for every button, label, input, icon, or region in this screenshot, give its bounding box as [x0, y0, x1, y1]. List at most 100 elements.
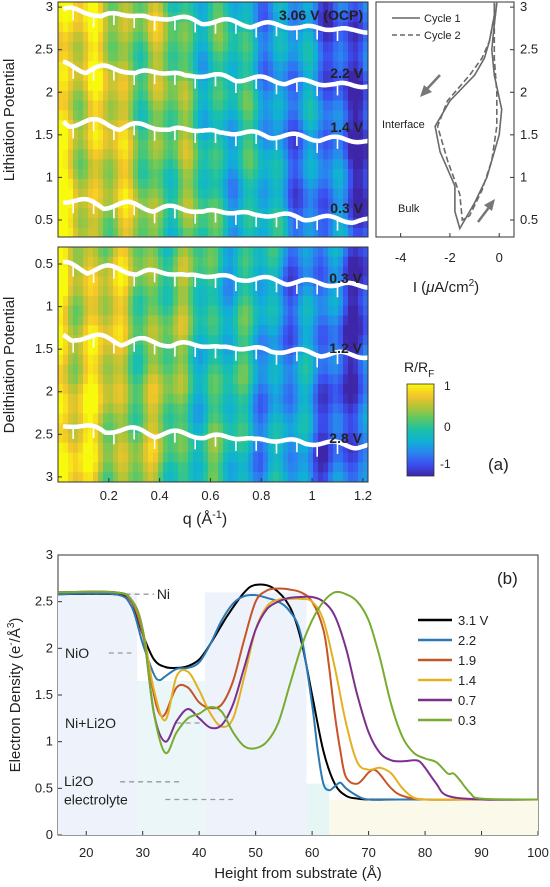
heatmap-cell [248, 423, 254, 434]
heatmap-cell [303, 315, 309, 326]
heatmap-cell [158, 168, 164, 179]
heatmap-cell [318, 188, 324, 199]
heatmap-cell [228, 139, 234, 150]
heatmap-cell [333, 188, 339, 199]
heatmap-cell [318, 325, 324, 336]
heatmap-cell [198, 119, 204, 130]
heatmap-cell [193, 178, 199, 189]
y-tick-label: 1.5 [35, 127, 53, 142]
heatmap-cell [328, 21, 334, 32]
heatmap-cell [148, 413, 154, 424]
heatmap-cell [198, 315, 204, 326]
heatmap-cell [353, 462, 359, 473]
heatmap-cell [203, 266, 209, 277]
heatmap-cell [208, 60, 214, 72]
heatmap-cell [113, 31, 119, 42]
heatmap-cell [328, 354, 334, 366]
heatmap-cell [283, 227, 289, 237]
x-tick-label: 40 [192, 845, 206, 860]
heatmap-cell [208, 266, 214, 277]
heatmap-cell [158, 384, 164, 395]
heatmap-cell [328, 50, 334, 62]
heatmap-cell [173, 139, 179, 150]
heatmap-cell [238, 188, 244, 199]
heatmap-cell [103, 21, 109, 32]
heatmap-cell [208, 452, 214, 464]
heatmap-cell [198, 344, 204, 356]
heatmap-cell [113, 207, 119, 219]
heatmap-cell [333, 315, 339, 326]
heatmap-cell [233, 178, 239, 189]
heatmap-cell [353, 90, 359, 101]
heatmap-cell [328, 2, 334, 13]
heatmap-cell [88, 2, 94, 13]
heatmap-cell [288, 60, 294, 72]
heatmap-cell [343, 90, 349, 101]
heatmap-cell [348, 354, 354, 366]
y-tick-label: 2.5 [35, 426, 53, 441]
heatmap-cell [218, 21, 224, 32]
heatmap-cell [103, 50, 109, 62]
heatmap-cell [358, 178, 364, 189]
cv-y-ticks: 0.511.522.53 [510, 0, 538, 227]
heatmap-cell [258, 60, 264, 72]
heatmap-cell [313, 364, 319, 375]
heatmap-cell [128, 472, 134, 482]
heatmap-cell [173, 70, 179, 81]
heatmap-cell [263, 354, 269, 366]
heatmap-cell [83, 31, 89, 42]
heatmap-cell [323, 374, 329, 385]
heatmap-cell [73, 247, 79, 258]
heatmap-cell [143, 413, 149, 424]
heatmap-cell [288, 256, 294, 268]
heatmap-cell [118, 305, 124, 317]
heatmap-cell [338, 472, 344, 482]
heatmap-cell [163, 276, 169, 287]
heatmap-cell [263, 227, 269, 237]
heatmap-cell [268, 50, 274, 62]
heatmap-cell [88, 129, 94, 140]
heatmap-cell [243, 423, 249, 434]
heatmap-cell [133, 109, 139, 121]
heatmap-cell [73, 158, 79, 170]
heatmap-cell [343, 188, 349, 199]
heatmap-cell [318, 256, 324, 268]
heatmap-cell [308, 413, 314, 424]
heatmap-cell [93, 109, 99, 121]
heatmap-cell [358, 433, 364, 444]
heatmap-cell [158, 256, 164, 268]
heatmap-cell [153, 139, 159, 150]
heatmap-cell [223, 315, 229, 326]
heatmap-cell [153, 2, 159, 13]
heatmap-cell [158, 119, 164, 130]
heatmap-cell [58, 276, 64, 287]
heatmap-cell [288, 364, 294, 375]
heatmap-cell [213, 423, 219, 434]
heatmap-cell [88, 109, 94, 121]
heatmap-cell [278, 335, 284, 346]
heatmap-cell [78, 60, 84, 72]
heatmap-cell [268, 374, 274, 385]
heatmap-cell [203, 139, 209, 150]
heatmap-cell [233, 315, 239, 326]
heatmap-cell [308, 256, 314, 268]
heatmap-cell [88, 403, 94, 415]
heatmap-cell [208, 197, 214, 209]
heatmap-cell [168, 276, 174, 287]
heatmap-cell [128, 462, 134, 473]
heatmap-cell [188, 99, 194, 111]
heatmap-cell [353, 60, 359, 72]
heatmap-cell [78, 247, 84, 258]
heatmap-cell [158, 413, 164, 424]
heatmap-cell [218, 60, 224, 72]
heatmap-cell [333, 11, 339, 23]
heatmap-cell [363, 325, 368, 336]
heatmap-cell [198, 276, 204, 287]
heatmap-cell [303, 197, 309, 209]
heatmap-cell [68, 41, 74, 52]
heatmap-cell [233, 295, 239, 307]
heatmap-cell [203, 217, 209, 228]
heatmap-cell [73, 325, 79, 336]
heatmap-cell [153, 452, 159, 464]
heatmap-cell [218, 325, 224, 336]
